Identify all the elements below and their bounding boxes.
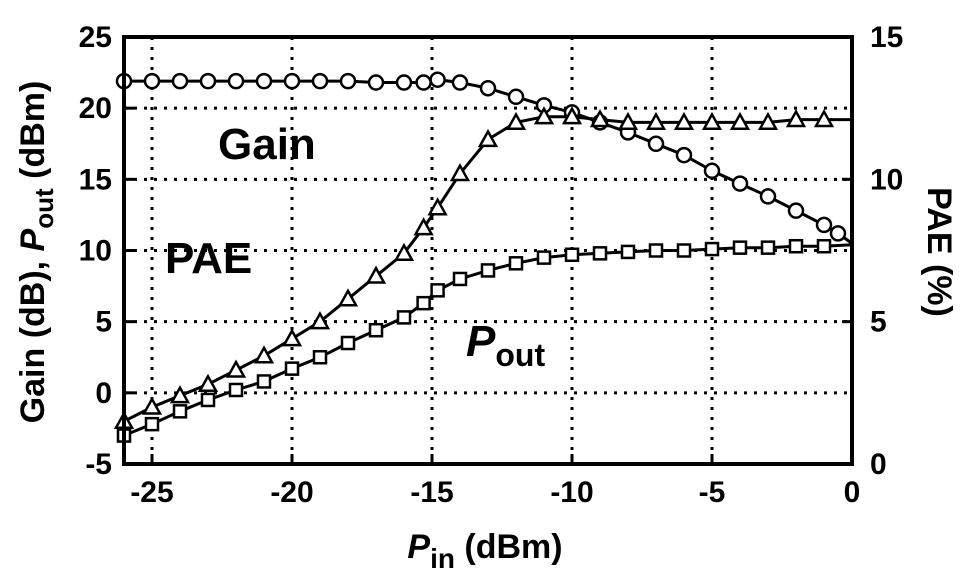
y-left-tick-label: -5 [85, 448, 112, 481]
x-tick-label: -10 [550, 476, 593, 509]
point-gain [789, 204, 803, 218]
x-tick-label: -20 [270, 476, 313, 509]
point-gain [431, 73, 445, 87]
point-gain [733, 177, 747, 191]
point-pae [256, 348, 272, 362]
point-gain [761, 189, 775, 203]
point-pout [286, 363, 298, 375]
annotation-pae: PAE [165, 234, 252, 283]
point-pout [230, 384, 242, 396]
x-tick-label: 0 [844, 476, 861, 509]
x-axis-label-unit: (dBm) [455, 528, 563, 566]
y-right-tick-label: 10 [870, 163, 903, 196]
point-pout [454, 273, 466, 285]
x-tick-label: -15 [410, 476, 453, 509]
point-pout [566, 249, 578, 261]
y-axis-left-label-sub: out [29, 188, 59, 229]
point-pae [228, 362, 244, 376]
y-left-tick-label: 0 [95, 377, 112, 410]
annotation-gain: Gain [218, 120, 316, 169]
point-pout [202, 394, 214, 406]
point-gain [817, 218, 831, 232]
point-gain [257, 74, 271, 88]
y-left-tick-label: 10 [79, 235, 112, 268]
y-right-tick-label: 5 [870, 306, 887, 339]
point-pout [510, 257, 522, 269]
point-pout [258, 375, 270, 387]
point-pout [538, 252, 550, 264]
y-right-tick-label: 15 [870, 21, 903, 54]
y-right-tick-label: 0 [870, 448, 887, 481]
point-pae [284, 331, 300, 345]
point-gain [417, 76, 431, 90]
point-gain [831, 226, 845, 240]
y-left-tick-label: 25 [79, 21, 112, 54]
point-gain [285, 74, 299, 88]
point-pout [622, 246, 634, 258]
y-axis-left-label-main: P [14, 228, 52, 251]
point-gain [481, 81, 495, 95]
point-pout [650, 245, 662, 257]
point-pout [734, 242, 746, 254]
point-pout [678, 245, 690, 257]
y-left-tick-label: 5 [95, 306, 112, 339]
point-pout [482, 264, 494, 276]
point-gain [341, 74, 355, 88]
point-gain [509, 90, 523, 104]
x-tick-label: -5 [699, 476, 726, 509]
y-axis-left-label-unit: (dBm) [14, 81, 52, 189]
y-left-tick-label: 15 [79, 163, 112, 196]
point-gain [369, 76, 383, 90]
point-pout [818, 240, 830, 252]
point-gain [313, 74, 327, 88]
annotation-pout-sub: out [495, 337, 545, 373]
x-axis-label-sub: in [430, 543, 455, 574]
point-pout [146, 418, 158, 430]
x-tick-label: -25 [130, 476, 173, 509]
point-pout [418, 297, 430, 309]
point-pout [398, 311, 410, 323]
x-axis-label: Pin (dBm) [407, 528, 562, 574]
point-gain [649, 137, 663, 151]
point-gain [173, 74, 187, 88]
point-pout [706, 243, 718, 255]
point-gain [705, 164, 719, 178]
y-axis-left-label: Gain (dB), Pout (dBm) [14, 81, 59, 424]
point-gain [453, 76, 467, 90]
point-pout [762, 242, 774, 254]
annotation-pout-main: P [466, 317, 496, 366]
point-pout [314, 351, 326, 363]
y-axis-left-label-prefix: Gain (dB), [14, 251, 52, 423]
point-gain [677, 148, 691, 162]
y-axis-right-label: PAE (%) [920, 187, 958, 317]
annotation-pout: Pout [466, 317, 545, 373]
point-gain [201, 74, 215, 88]
point-pout [174, 405, 186, 417]
point-gain [229, 74, 243, 88]
point-pout [342, 337, 354, 349]
point-pae [480, 131, 496, 145]
y-left-tick-label: 20 [79, 92, 112, 125]
point-pae [200, 376, 216, 390]
point-pout [594, 247, 606, 259]
x-axis-label-main: P [407, 528, 430, 566]
point-pout [790, 240, 802, 252]
point-pout [432, 284, 444, 296]
point-gain [397, 76, 411, 90]
point-pout [370, 324, 382, 336]
point-gain [145, 74, 159, 88]
